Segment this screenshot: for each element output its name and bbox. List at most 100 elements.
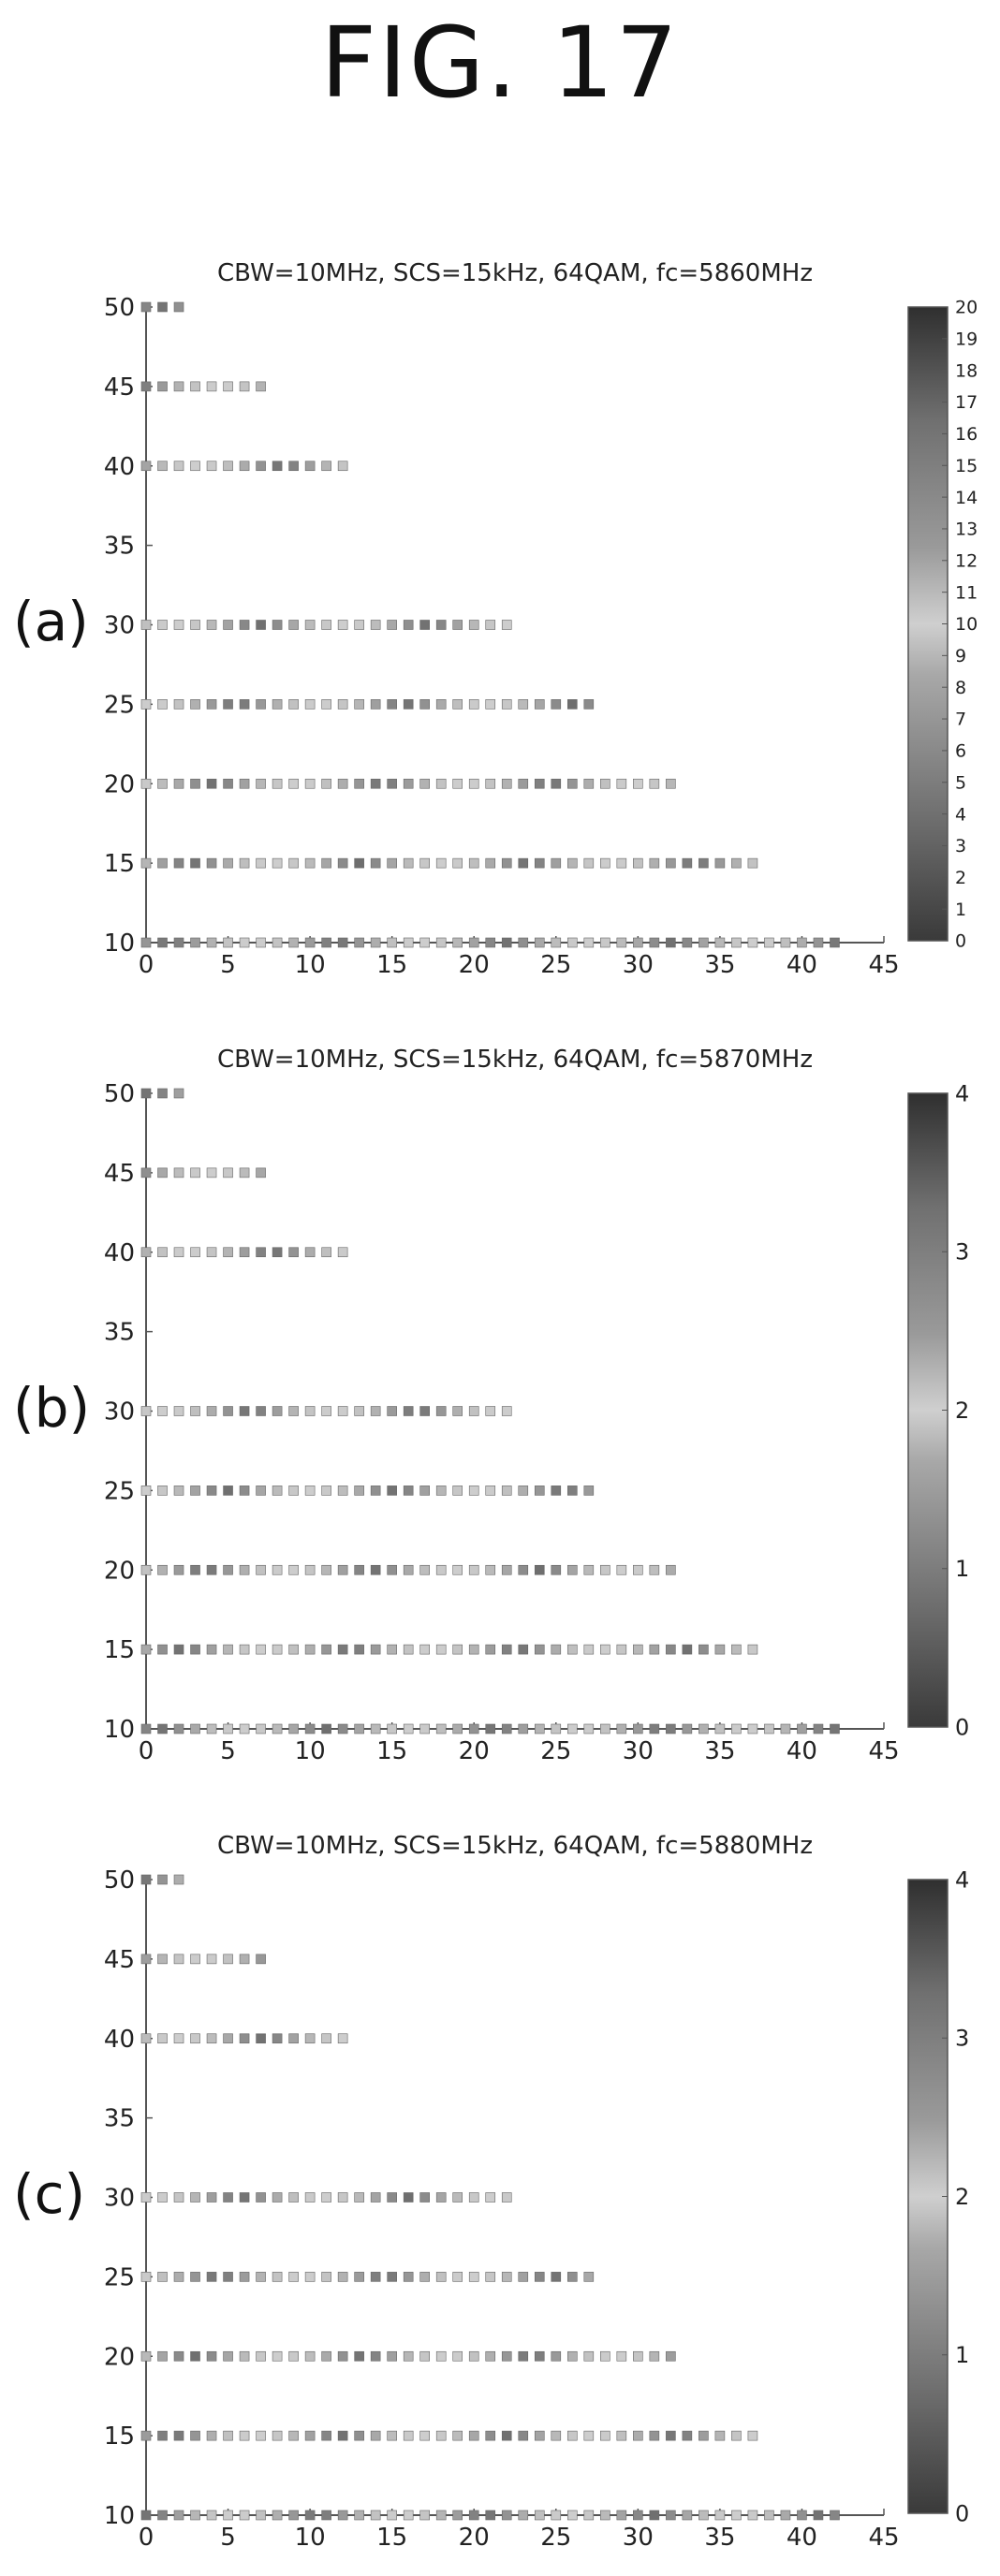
data-point — [337, 1406, 348, 1416]
data-point — [419, 2430, 430, 2441]
data-point — [600, 2350, 610, 2362]
data-point — [223, 2350, 233, 2362]
data-point — [256, 1644, 266, 1655]
data-point — [600, 857, 610, 869]
data-point — [616, 2430, 627, 2441]
data-point — [206, 461, 217, 472]
data-point — [566, 1723, 578, 1734]
data-point — [468, 857, 479, 869]
data-point — [666, 1564, 676, 1575]
data-point — [354, 2510, 364, 2521]
data-point — [354, 2192, 364, 2203]
data-point — [223, 2272, 233, 2282]
data-point — [173, 2272, 184, 2282]
colorbar-tick-label: 10 — [955, 614, 978, 635]
data-point — [435, 620, 447, 630]
data-point — [534, 778, 545, 789]
data-point — [403, 1564, 414, 1575]
data-point — [419, 620, 430, 630]
data-point — [157, 620, 168, 630]
data-point — [731, 937, 742, 948]
data-point — [699, 2430, 709, 2441]
data-point — [173, 620, 184, 630]
data-point — [256, 2033, 266, 2044]
data-point — [337, 699, 348, 710]
data-point — [256, 1167, 266, 1178]
data-point — [157, 1406, 168, 1416]
x-tick-label: 40 — [787, 1737, 817, 1765]
colorbar-tick-label: 13 — [955, 520, 978, 540]
data-point — [157, 2272, 168, 2282]
data-point — [256, 461, 266, 472]
data-point — [239, 461, 250, 472]
data-point — [649, 778, 660, 789]
data-point — [337, 857, 348, 869]
x-tick-label: 30 — [623, 951, 654, 979]
data-point — [485, 2510, 496, 2521]
data-point — [140, 2192, 152, 2203]
data-point — [452, 2350, 463, 2362]
data-point — [337, 1723, 348, 1734]
data-point — [518, 1644, 529, 1655]
x-tick-label: 25 — [540, 2524, 571, 2552]
data-point — [223, 2192, 233, 2203]
data-point — [566, 2430, 578, 2441]
data-point — [616, 1644, 627, 1655]
data-point — [157, 461, 168, 472]
data-point — [190, 778, 200, 789]
data-point — [157, 1723, 168, 1734]
data-point — [747, 1723, 758, 1734]
data-point — [206, 937, 217, 948]
data-point — [403, 2430, 414, 2441]
data-point — [190, 2033, 200, 2044]
data-point — [387, 2192, 397, 2203]
colorbar-tick-label: 9 — [955, 646, 966, 666]
data-point — [501, 778, 512, 789]
data-point — [370, 778, 381, 789]
y-tick-label: 30 — [104, 2185, 135, 2213]
data-point — [256, 857, 266, 869]
data-point — [140, 1486, 152, 1496]
data-point — [223, 1247, 233, 1258]
data-point — [485, 1644, 496, 1655]
data-point — [370, 1723, 381, 1734]
chart-title: CBW=10MHz, SCS=15kHz, 64QAM, fc=5860MHz — [217, 259, 813, 287]
colorbar-tick-label: 0 — [955, 2500, 969, 2526]
data-point — [435, 1723, 447, 1734]
y-tick-label: 20 — [104, 1557, 135, 1585]
data-point — [190, 2350, 200, 2362]
data-point — [583, 1723, 595, 1734]
data-point — [239, 2430, 250, 2441]
data-point — [354, 1564, 364, 1575]
x-tick-label: 45 — [868, 2524, 899, 2552]
x-tick-label: 10 — [295, 1737, 326, 1765]
data-point — [239, 699, 250, 710]
data-point — [190, 699, 200, 710]
data-point — [190, 1564, 200, 1575]
data-point — [206, 857, 217, 869]
data-point — [272, 620, 283, 630]
data-point — [682, 2510, 693, 2521]
data-point — [304, 2192, 316, 2203]
data-point — [140, 2033, 152, 2044]
data-point — [288, 1723, 299, 1734]
data-point — [633, 1564, 643, 1575]
y-tick-label: 15 — [104, 2422, 135, 2451]
data-point — [337, 2192, 348, 2203]
data-point — [583, 937, 595, 948]
data-point — [616, 778, 627, 789]
data-point — [485, 2272, 496, 2282]
data-point — [190, 937, 200, 948]
data-point — [435, 1406, 447, 1416]
data-point — [272, 1247, 283, 1258]
data-point — [173, 2192, 184, 2203]
data-point — [157, 2033, 168, 2044]
data-point — [666, 937, 676, 948]
data-point — [157, 2430, 168, 2441]
data-point — [403, 2510, 414, 2521]
data-point — [206, 620, 217, 630]
data-point — [354, 1723, 364, 1734]
data-point — [140, 1564, 152, 1575]
chart-panel-c: CBW=10MHz, SCS=15kHz, 64QAM, fc=5880MHz 0… — [104, 1832, 969, 2552]
data-point — [830, 2510, 840, 2521]
